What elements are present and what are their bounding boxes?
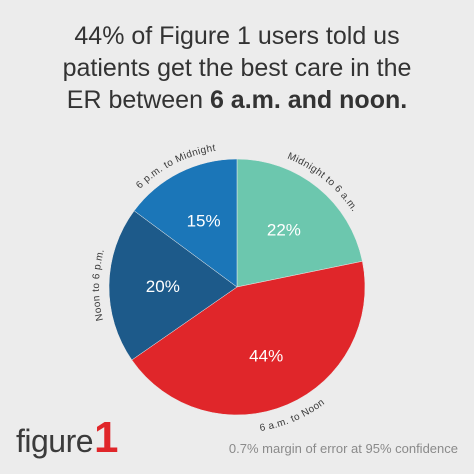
title-highlight: 6 a.m. and noon. bbox=[209, 86, 408, 114]
margin-of-error-note: 0.7% margin of error at 95% confidence bbox=[228, 441, 458, 456]
title-line-3-prefix: ER between bbox=[66, 86, 210, 114]
chart-title: 44% of Figure 1 users told us patients g… bbox=[0, 20, 474, 116]
slice-value-label-3: 15% bbox=[187, 212, 221, 231]
slice-value-label-2: 20% bbox=[146, 277, 180, 296]
logo-text: figure bbox=[16, 423, 94, 459]
slice-category-label-2: Noon to 6 p.m. bbox=[91, 248, 107, 322]
slice-value-label-1: 44% bbox=[249, 346, 283, 365]
pie-slice-2 bbox=[108, 210, 238, 361]
figure1-logo: figure1 bbox=[16, 416, 119, 461]
pie-slice-3 bbox=[133, 158, 238, 288]
logo-mark: 1 bbox=[94, 413, 119, 462]
title-line-3: ER between 6 a.m. and noon. bbox=[0, 84, 474, 116]
title-line-2: patients get the best care in the bbox=[62, 54, 412, 82]
pie-slice-0 bbox=[236, 158, 363, 288]
slice-value-label-0: 22% bbox=[267, 221, 301, 240]
pie-slice-1 bbox=[131, 261, 366, 416]
title-line-1: 44% of Figure 1 users told us bbox=[74, 22, 400, 50]
